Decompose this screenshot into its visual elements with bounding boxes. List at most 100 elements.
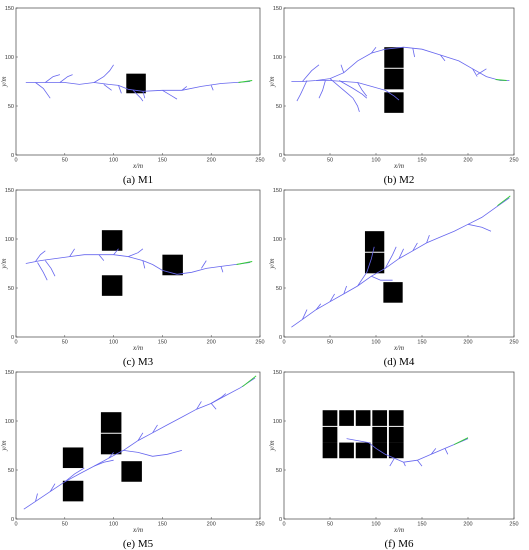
tree-branch: [357, 82, 368, 97]
panel-caption: (a) M1: [123, 174, 153, 186]
x-axis-label: x/m: [393, 344, 404, 352]
x-tick-label: 50: [327, 522, 333, 528]
panel-caption: (e) M5: [123, 538, 154, 550]
goal-path: [238, 80, 253, 83]
y-axis-label: y/m: [268, 258, 276, 269]
x-tick-label: 250: [509, 522, 518, 528]
plot-frame: [15, 371, 261, 520]
tree-branch: [340, 64, 345, 73]
x-tick-label: 0: [14, 158, 17, 164]
goal-path: [242, 375, 257, 388]
tree-branch: [210, 393, 227, 404]
y-axis-label: y/m: [268, 76, 276, 87]
tree-branch: [302, 64, 320, 82]
chart-panel-4: 0 50 100 150 200 250 0 50 100 150 x/m y/m (d) M4: [268, 188, 519, 368]
tree-branch: [210, 403, 217, 410]
tree-branch: [412, 48, 415, 58]
tree-branch: [181, 86, 188, 91]
obstacle-block: [355, 410, 371, 426]
tree-branch: [403, 462, 406, 467]
y-tick-label: 0: [11, 517, 14, 523]
tree-branch: [44, 260, 56, 277]
tree-branch: [296, 80, 308, 102]
tree-branch: [142, 260, 146, 269]
obstacle-block: [384, 47, 404, 68]
x-tick-label: 0: [282, 340, 285, 346]
obstacle-block: [101, 275, 123, 296]
tree-branch: [49, 483, 56, 492]
chart-panel-3: 0 50 100 150 200 250 0 50 100 150 x/m y/m (c) M3: [0, 188, 265, 368]
y-tick-label: 150: [5, 188, 14, 194]
obstacle-block: [383, 282, 403, 303]
x-tick-label: 100: [109, 340, 118, 346]
x-axis-label: x/m: [132, 344, 143, 352]
tree-branch: [152, 424, 158, 434]
tree-branch: [37, 262, 48, 281]
y-tick-label: 50: [276, 286, 282, 292]
obstacle-block: [384, 92, 404, 113]
tree-branch: [371, 46, 377, 54]
x-tick-label: 250: [509, 158, 518, 164]
x-tick-label: 250: [255, 340, 264, 346]
obstacle-block: [322, 442, 338, 459]
panel-caption: (d) M4: [384, 356, 415, 368]
tree-branch: [384, 246, 397, 269]
obstacle-block: [372, 426, 388, 443]
x-tick-label: 50: [327, 340, 333, 346]
y-tick-label: 0: [11, 153, 14, 159]
goal-path: [495, 79, 507, 81]
obstacle-block: [126, 73, 146, 94]
x-tick-label: 0: [14, 340, 17, 346]
y-axis-label: y/m: [268, 440, 276, 451]
x-tick-label: 50: [62, 158, 68, 164]
x-tick-label: 0: [282, 522, 285, 528]
tree-branch: [137, 432, 144, 441]
chart-panel-2: 0 50 100 150 200 250 0 50 100 150 x/m y/m (b) M2: [268, 6, 519, 186]
obstacle-block: [100, 433, 122, 455]
goal-path: [497, 195, 511, 207]
x-tick-label: 150: [158, 522, 167, 528]
x-tick-label: 100: [109, 158, 118, 164]
tree-branch: [476, 68, 487, 75]
tree-branch: [59, 74, 73, 83]
x-tick-label: 250: [509, 340, 518, 346]
plot-frame: [15, 189, 261, 338]
tree-branch: [123, 450, 183, 457]
panel-caption: (f) M6: [384, 538, 414, 550]
obstacle-block: [388, 426, 404, 443]
tree-branch: [440, 54, 446, 62]
x-axis-label: x/m: [393, 162, 404, 170]
tree-branch: [472, 68, 478, 77]
x-tick-label: 200: [207, 522, 216, 528]
tree-branch: [196, 401, 202, 410]
goal-path: [236, 261, 253, 265]
obstacle-block: [62, 480, 84, 502]
tree-branch: [93, 64, 114, 83]
tree-branch: [128, 248, 144, 257]
y-tick-label: 100: [5, 419, 14, 425]
x-tick-label: 100: [371, 522, 380, 528]
tree-branch: [444, 448, 449, 455]
obstacle-block: [388, 410, 404, 426]
x-tick-label: 0: [14, 522, 17, 528]
y-tick-label: 50: [8, 468, 14, 474]
tree-branch: [98, 254, 105, 261]
tree-branch: [103, 84, 112, 91]
panel-caption: (b) M2: [384, 174, 415, 186]
obstacle-block: [322, 426, 338, 443]
obstacle-block: [364, 231, 385, 252]
obstacle-block: [384, 68, 404, 90]
tree-branch: [142, 91, 146, 99]
tree-branch: [329, 78, 360, 113]
x-tick-label: 150: [417, 522, 426, 528]
y-tick-label: 100: [273, 419, 282, 425]
y-tick-label: 100: [273, 237, 282, 243]
y-tick-label: 100: [273, 55, 282, 61]
y-tick-label: 150: [5, 6, 14, 12]
obstacle-block: [355, 442, 371, 459]
chart-panel-1: 0 50 100 150 200 250 0 50 100 150 x/m y/m (a) M1: [0, 6, 265, 186]
x-tick-label: 0: [282, 158, 285, 164]
y-tick-label: 0: [11, 335, 14, 341]
tree-branch: [302, 309, 308, 320]
y-tick-label: 50: [8, 104, 14, 110]
